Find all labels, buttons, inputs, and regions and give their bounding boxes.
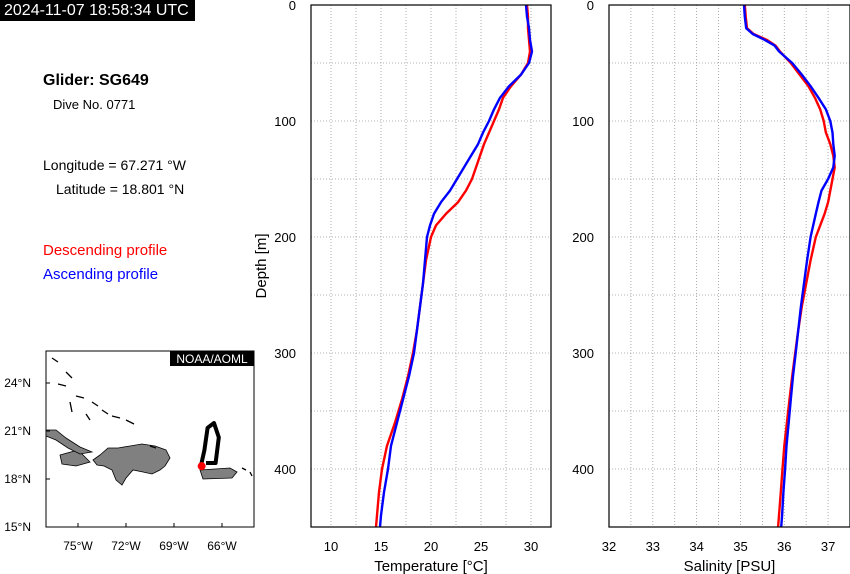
salinity-y-tick-label: 0 xyxy=(587,0,594,13)
salinity-plot-frame xyxy=(608,4,850,528)
salinity-grid xyxy=(608,4,850,528)
glider-position-marker xyxy=(197,462,206,471)
map-lat-tick-label: 24°N xyxy=(4,376,31,390)
map-lat-tick-label: 21°N xyxy=(4,424,31,438)
location-map: NOAA/AOML 24°N 21°N 18°N 15°N 75°W 72°W 69°W 66… xyxy=(4,350,255,553)
temperature-y-tick-label: 100 xyxy=(274,114,296,129)
map-axis-ticks: 24°N 21°N 18°N 15°N 75°W 72°W 69°W 66°W xyxy=(4,376,237,553)
salinity-descending-line xyxy=(743,4,836,528)
temperature-y-tick-label: 200 xyxy=(274,230,296,245)
timestamp-label: 2024-11-07 18:58:34 UTC xyxy=(0,0,195,21)
glider-track-line xyxy=(199,421,221,466)
latitude-label: Latitude = 18.801 °N xyxy=(56,181,185,197)
salinity-y-tick-label: 300 xyxy=(572,346,594,361)
salinity-x-tick-label: 37 xyxy=(821,539,835,554)
temperature-y-tick-label: 0 xyxy=(289,0,296,13)
longitude-label: Longitude = 67.271 °W xyxy=(43,157,186,173)
map-landmasses xyxy=(45,357,253,486)
salinity-y-tick-label: 200 xyxy=(572,230,594,245)
salinity-x-axis-label: Salinity [PSU] xyxy=(684,558,776,574)
temperature-x-tick-label: 20 xyxy=(424,539,438,554)
map-lat-tick-label: 15°N xyxy=(4,520,31,534)
salinity-y-tick-label: 100 xyxy=(572,114,594,129)
map-lon-tick-label: 75°W xyxy=(63,539,93,553)
temperature-x-axis-label: Temperature [°C] xyxy=(374,558,488,574)
dive-number: Dive No. 0771 xyxy=(53,97,136,112)
legend-ascending: Ascending profile xyxy=(43,266,159,283)
temperature-x-tick-label: 10 xyxy=(324,539,338,554)
map-credit-box xyxy=(170,351,254,366)
salinity-x-tick-label: 33 xyxy=(646,539,660,554)
salinity-ascending-line xyxy=(742,4,836,528)
salinity-tick-labels: 32 33 34 35 36 37 0 100 200 300 400 xyxy=(572,0,835,554)
map-lon-tick-label: 66°W xyxy=(207,539,237,553)
map-lat-tick-label: 18°N xyxy=(4,472,31,486)
temperature-plot-frame xyxy=(310,4,552,528)
glider-title: Glider: SG649 xyxy=(43,72,149,89)
temperature-y-tick-label: 400 xyxy=(274,462,296,477)
temperature-x-tick-label: 30 xyxy=(524,539,538,554)
salinity-x-tick-label: 32 xyxy=(602,539,616,554)
salinity-x-tick-label: 34 xyxy=(689,539,703,554)
temperature-descending-line xyxy=(374,4,532,528)
temperature-x-tick-label: 15 xyxy=(374,539,388,554)
bahamas-islands xyxy=(51,357,253,477)
puerto-rico-landmass xyxy=(199,467,238,480)
temperature-x-tick-label: 25 xyxy=(474,539,488,554)
salinity-profile-chart: 32 33 34 35 36 37 0 100 200 300 400 Salinity [PSU] xyxy=(572,0,850,574)
salinity-series xyxy=(742,4,836,528)
salinity-x-tick-label: 36 xyxy=(777,539,791,554)
hispaniola-landmass xyxy=(92,443,171,486)
map-lon-tick-label: 72°W xyxy=(111,539,141,553)
salinity-x-tick-label: 35 xyxy=(733,539,747,554)
map-credit-label: NOAA/AOML xyxy=(176,352,248,366)
temperature-series xyxy=(374,4,534,528)
cuba-landmass xyxy=(45,429,94,455)
legend-descending: Descending profile xyxy=(43,242,168,259)
salinity-y-tick-label: 400 xyxy=(572,462,594,477)
depth-y-axis-label: Depth [m] xyxy=(253,233,270,298)
temperature-ascending-line xyxy=(378,4,534,528)
map-frame xyxy=(45,350,255,528)
map-lon-tick-label: 69°W xyxy=(159,539,189,553)
temperature-y-tick-label: 300 xyxy=(274,346,296,361)
